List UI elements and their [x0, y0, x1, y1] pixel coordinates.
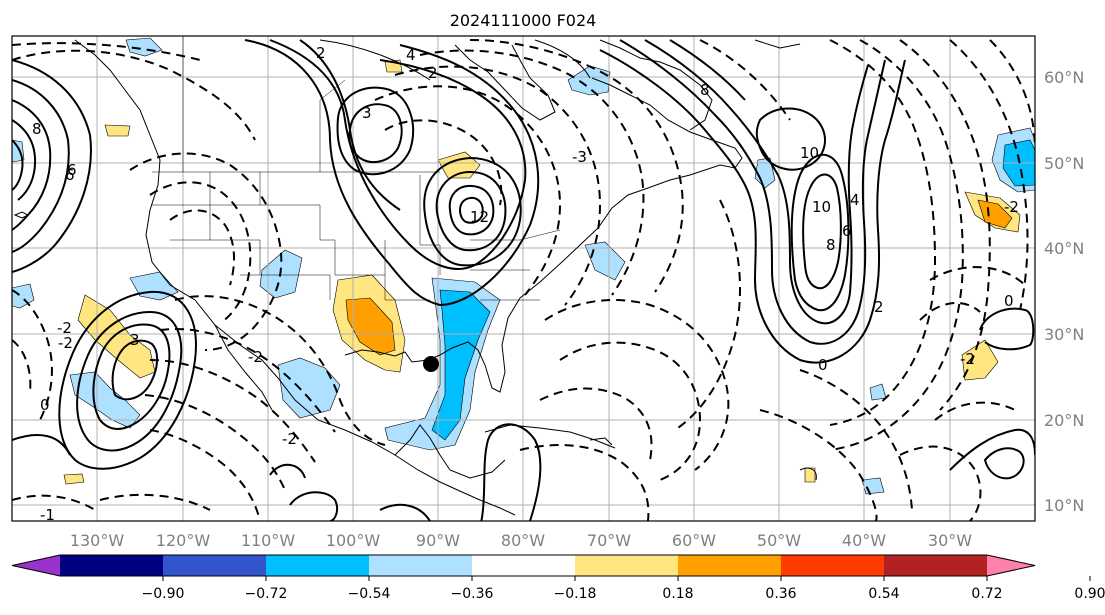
shade-light-blue [861, 477, 885, 495]
colorbar-outline [11, 554, 1036, 577]
contour-label: 8 [826, 236, 836, 254]
shade-light-blue [584, 241, 626, 281]
lon-label: 80°W [501, 531, 545, 550]
colorbar-tick-label: 0.90 [1074, 586, 1105, 602]
map-frame [11, 35, 1036, 522]
latitude-labels: 60°N 50°N 40°N 30°N 20°N 10°N [1044, 68, 1084, 515]
lat-label: 30°N [1044, 325, 1084, 344]
map-panel: 2 3 4 6 8 10 12 -2 -3 -2 -1 0 3 6 -2 -2 … [12, 36, 1035, 524]
lat-label: 50°N [1044, 154, 1084, 173]
contour-label: 6 [842, 222, 852, 240]
colorbar-tick-label: −0.36 [451, 586, 494, 602]
lon-label: 120°W [156, 531, 211, 550]
colorbar-tick-label: −0.54 [348, 586, 391, 602]
lon-label: 70°W [587, 531, 631, 550]
contour-label: 6 [67, 161, 77, 179]
lon-label: 130°W [70, 531, 125, 550]
contour-label: 3 [130, 331, 140, 349]
colorbar-segment [781, 555, 885, 576]
contour-label: 8 [700, 81, 710, 99]
contour-label: 4 [850, 191, 860, 209]
colorbar-tick-label: −0.18 [554, 586, 597, 602]
contour-label: 12 [470, 208, 489, 226]
lon-label: 50°W [757, 531, 801, 550]
contour-label: 2 [428, 64, 438, 82]
contour-label: 0 [1004, 292, 1014, 310]
contour-label: 3 [362, 104, 372, 122]
contour-label: 8 [32, 120, 42, 138]
contour-label: -1 [40, 506, 55, 524]
shade-yellow [63, 473, 85, 485]
lon-label: 90°W [416, 531, 460, 550]
shade-orange [977, 199, 1013, 229]
contour-label: -2 [248, 348, 263, 366]
shade-light-blue [12, 283, 35, 309]
colorbar-segment [60, 555, 164, 576]
contour-label: 6 [65, 166, 75, 184]
colorbar-tick-label: −0.90 [142, 586, 185, 602]
contour-label: -2 [960, 350, 975, 368]
storm-center-marker [423, 356, 439, 372]
coastlines [74, 39, 801, 516]
lon-label: 40°W [842, 531, 886, 550]
contour-label: -2 [282, 430, 297, 448]
lon-label: 100°W [326, 531, 381, 550]
colorbar-segment [163, 555, 267, 576]
shade-yellow [104, 124, 131, 137]
shade-orange [345, 297, 396, 356]
contour-label: 2 [874, 298, 884, 316]
contour-label: 0 [40, 396, 50, 414]
shade-blue [431, 289, 491, 441]
contour-labels: 2 3 4 6 8 10 12 -2 -3 -2 -1 0 3 6 -2 -2 … [32, 44, 1019, 524]
colorbar-segment [575, 555, 679, 576]
colorbar-extend-low [12, 555, 60, 576]
lat-label: 60°N [1044, 68, 1084, 87]
colorbar-tick-label: 0.36 [765, 586, 796, 602]
colorbar-extend-high [987, 555, 1035, 576]
contours-dashed [12, 39, 1035, 521]
state-borders [152, 36, 561, 301]
contour-label: 4 [406, 46, 416, 64]
lat-label: 10°N [1044, 496, 1084, 515]
lat-label: 20°N [1044, 411, 1084, 430]
map-title: 2024111000 F024 [450, 11, 597, 30]
contour-label: -2 [58, 334, 73, 352]
colorbar-segment [472, 555, 576, 576]
lon-label: 30°W [928, 531, 972, 550]
colorbar-tick-label: 0.72 [971, 586, 1002, 602]
contour-label: 10 [812, 198, 831, 216]
contours-solid [12, 39, 1035, 521]
lon-label: 110°W [241, 531, 296, 550]
colorbar-segment [369, 555, 473, 576]
colorbar-segment [884, 555, 988, 576]
contour-label: 0 [818, 356, 828, 374]
contour-label: 10 [800, 144, 819, 162]
contour-label: 2 [316, 44, 326, 62]
shade-light-blue [69, 371, 141, 429]
longitude-labels: 130°W 120°W 110°W 100°W 90°W 80°W 70°W 6… [70, 531, 972, 550]
contours-thin [13, 39, 817, 481]
colorbar-tick-label: 0.54 [868, 586, 899, 602]
colorbar: −0.90 −0.72 −0.54 −0.36 −0.18 0.18 0.36 0.54 0.7… [11, 554, 1105, 602]
colorbar-tick-label: 0.18 [662, 586, 693, 602]
contour-label: -2 [1004, 198, 1019, 216]
contour-label: -2 [57, 319, 72, 337]
colorbar-segment [678, 555, 782, 576]
lat-label: 40°N [1044, 239, 1084, 258]
shade-yellow [804, 467, 816, 483]
lon-label: 60°W [672, 531, 716, 550]
colorbar-segment [266, 555, 370, 576]
contour-label: -3 [572, 148, 587, 166]
colorbar-tick-label: −0.72 [245, 586, 288, 602]
shade-light-blue [277, 357, 341, 419]
